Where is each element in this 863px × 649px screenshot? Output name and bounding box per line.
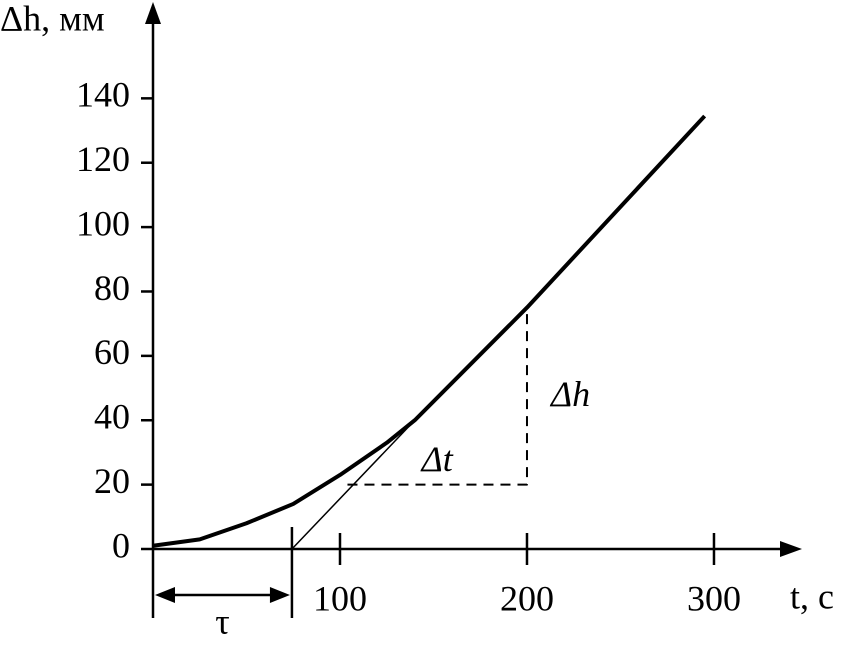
series-line	[152, 114, 707, 548]
delay-arrow	[155, 587, 175, 603]
series-line	[347, 310, 528, 486]
y-tick-label: 120	[76, 139, 130, 179]
y-tick-label: 40	[94, 397, 130, 437]
x-tick-label: 300	[687, 578, 741, 618]
y-tick-label: 140	[76, 75, 130, 115]
x-tick-label: 100	[313, 578, 367, 618]
y-tick-label: 0	[112, 525, 130, 565]
delay-label: τ	[215, 601, 229, 641]
y-axis-label: Δh, мм	[0, 0, 105, 38]
x-axis-label: t, с	[790, 576, 834, 616]
x-axis-arrow	[780, 541, 802, 557]
delay-arrow	[269, 587, 290, 603]
annotation: Δt	[420, 439, 454, 479]
y-axis-arrow	[145, 2, 161, 24]
y-tick-label: 100	[76, 203, 130, 243]
y-tick-label: 20	[94, 461, 130, 501]
y-tick-label: 80	[94, 268, 130, 308]
y-tick-label: 60	[94, 332, 130, 372]
x-tick-label: 200	[500, 578, 554, 618]
annotation: Δh	[549, 374, 590, 414]
